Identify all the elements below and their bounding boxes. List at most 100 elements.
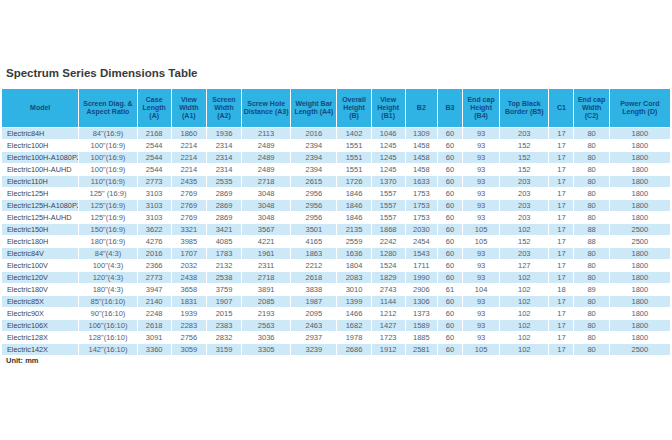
value-cell: 110"(16:9) bbox=[79, 176, 136, 187]
value-cell: 17 bbox=[549, 272, 573, 283]
value-cell: 203 bbox=[500, 200, 548, 211]
column-header: View Height (B1) bbox=[372, 89, 405, 127]
value-cell: 18 bbox=[549, 284, 573, 295]
value-cell: 2015 bbox=[207, 308, 241, 319]
value-cell: 3501 bbox=[291, 224, 336, 235]
value-cell: 93 bbox=[463, 212, 499, 223]
value-cell: 1868 bbox=[372, 224, 405, 235]
value-cell: 203 bbox=[500, 212, 548, 223]
value-cell: 2869 bbox=[207, 212, 241, 223]
value-cell: 102 bbox=[500, 320, 548, 331]
value-cell: 1800 bbox=[610, 164, 670, 175]
value-cell: 1800 bbox=[610, 128, 670, 139]
value-cell: 203 bbox=[500, 248, 548, 259]
table-row: Electric100V100"(4:3)2366203221322311221… bbox=[2, 260, 670, 271]
model-cell: Electric84V bbox=[2, 248, 78, 259]
value-cell: 3622 bbox=[138, 224, 171, 235]
value-cell: 1245 bbox=[372, 164, 405, 175]
value-cell: 17 bbox=[549, 212, 573, 223]
value-cell: 2756 bbox=[172, 332, 206, 343]
value-cell: 2743 bbox=[372, 284, 405, 295]
column-header: Overall Height (B) bbox=[337, 89, 370, 127]
value-cell: 1707 bbox=[172, 248, 206, 259]
value-cell: 60 bbox=[438, 200, 462, 211]
value-cell: 105 bbox=[463, 344, 499, 355]
value-cell: 60 bbox=[438, 320, 462, 331]
model-cell: Electric125H bbox=[2, 188, 78, 199]
value-cell: 3036 bbox=[242, 332, 290, 343]
value-cell: 1711 bbox=[406, 260, 437, 271]
value-cell: 93 bbox=[463, 308, 499, 319]
value-cell: 3658 bbox=[172, 284, 206, 295]
value-cell: 2869 bbox=[207, 200, 241, 211]
value-cell: 2168 bbox=[138, 128, 171, 139]
value-cell: 1800 bbox=[610, 248, 670, 259]
value-cell: 93 bbox=[463, 260, 499, 271]
value-cell: 2489 bbox=[242, 152, 290, 163]
model-cell: Electric85X bbox=[2, 296, 78, 307]
value-cell: 1633 bbox=[406, 176, 437, 187]
value-cell: 1144 bbox=[372, 296, 405, 307]
value-cell: 1800 bbox=[610, 332, 670, 343]
value-cell: 3048 bbox=[242, 188, 290, 199]
value-cell: 60 bbox=[438, 188, 462, 199]
value-cell: 3059 bbox=[172, 344, 206, 355]
value-cell: 1726 bbox=[337, 176, 370, 187]
value-cell: 2489 bbox=[242, 164, 290, 175]
value-cell: 60 bbox=[438, 212, 462, 223]
model-cell: Electric128X bbox=[2, 332, 78, 343]
value-cell: 1557 bbox=[372, 200, 405, 211]
column-header: Top Black Border (B5) bbox=[500, 89, 548, 127]
value-cell: 125"(16:9) bbox=[79, 212, 136, 223]
model-cell: Electric84H bbox=[2, 128, 78, 139]
value-cell: 1306 bbox=[406, 296, 437, 307]
table-row: Electric85X85"(16:10)2140183119072085198… bbox=[2, 296, 670, 307]
column-header: C1 bbox=[549, 89, 573, 127]
value-cell: 2544 bbox=[138, 152, 171, 163]
value-cell: 2769 bbox=[172, 188, 206, 199]
table-row: Electric128X128"(16:10)30912756283230362… bbox=[2, 332, 670, 343]
value-cell: 80 bbox=[574, 344, 608, 355]
value-cell: 1309 bbox=[406, 128, 437, 139]
value-cell: 1046 bbox=[372, 128, 405, 139]
value-cell: 2016 bbox=[138, 248, 171, 259]
value-cell: 80 bbox=[574, 296, 608, 307]
value-cell: 2214 bbox=[172, 164, 206, 175]
value-cell: 2283 bbox=[172, 320, 206, 331]
value-cell: 2832 bbox=[207, 332, 241, 343]
table-row: Electric120V120"(4:3)2773243825382718261… bbox=[2, 272, 670, 283]
column-header: View Width (A1) bbox=[172, 89, 206, 127]
table-row: Electric180V180"(4:3)3947365837593891383… bbox=[2, 284, 670, 295]
value-cell: 93 bbox=[463, 332, 499, 343]
value-cell: 60 bbox=[438, 272, 462, 283]
value-cell: 4221 bbox=[242, 236, 290, 247]
value-cell: 1912 bbox=[372, 344, 405, 355]
value-cell: 3048 bbox=[242, 212, 290, 223]
value-cell: 93 bbox=[463, 188, 499, 199]
value-cell: 1753 bbox=[406, 200, 437, 211]
value-cell: 1800 bbox=[610, 260, 670, 271]
value-cell: 100"(16:9) bbox=[79, 152, 136, 163]
value-cell: 3838 bbox=[291, 284, 336, 295]
value-cell: 128"(16:10) bbox=[79, 332, 136, 343]
value-cell: 2956 bbox=[291, 188, 336, 199]
model-cell: Electric125H-AUHD bbox=[2, 212, 78, 223]
value-cell: 80 bbox=[574, 128, 608, 139]
table-header: ModelScreen Diag. & Aspect RatioCase Len… bbox=[2, 89, 670, 127]
value-cell: 1936 bbox=[207, 128, 241, 139]
value-cell: 2544 bbox=[138, 140, 171, 151]
value-cell: 120"(4:3) bbox=[79, 272, 136, 283]
value-cell: 3091 bbox=[138, 332, 171, 343]
value-cell: 17 bbox=[549, 200, 573, 211]
value-cell: 85"(16:10) bbox=[79, 296, 136, 307]
page: Spectrum Series Dimensions Table ModelSc… bbox=[0, 0, 672, 440]
value-cell: 1846 bbox=[337, 212, 370, 223]
value-cell: 17 bbox=[549, 176, 573, 187]
value-cell: 2544 bbox=[138, 164, 171, 175]
value-cell: 2454 bbox=[406, 236, 437, 247]
value-cell: 3891 bbox=[242, 284, 290, 295]
value-cell: 2769 bbox=[172, 200, 206, 211]
value-cell: 90"(16:10) bbox=[79, 308, 136, 319]
value-cell: 104 bbox=[463, 284, 499, 295]
value-cell: 4085 bbox=[207, 236, 241, 247]
